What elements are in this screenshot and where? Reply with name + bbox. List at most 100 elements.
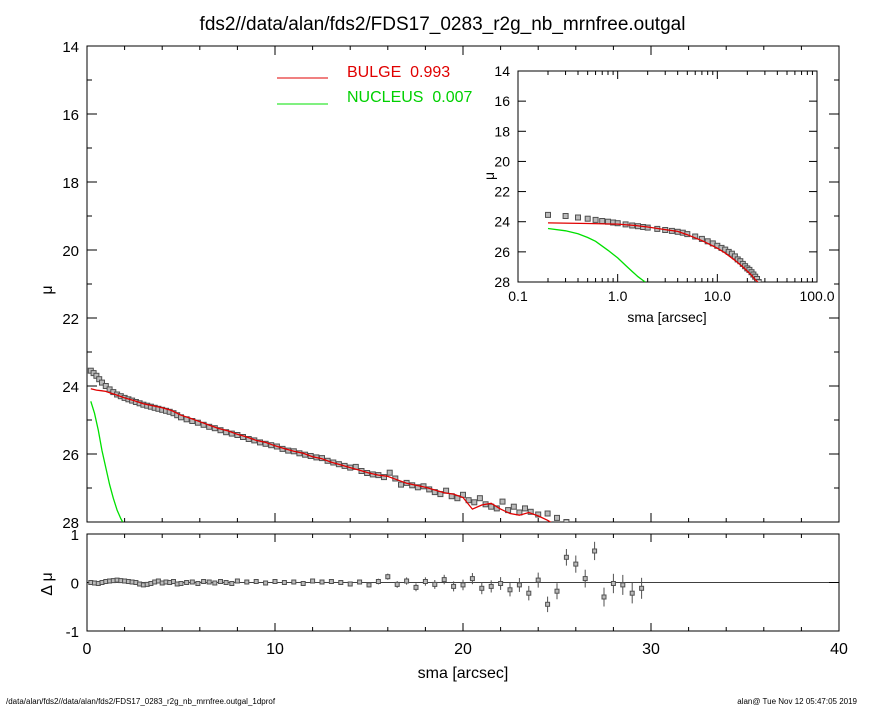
- inset-y-tick-label: 28: [494, 274, 510, 290]
- main-data-point: [471, 499, 478, 506]
- residual-data-point: [469, 576, 475, 582]
- inset-x-tick-label: 10.0: [704, 288, 731, 304]
- inset-data-point: [562, 213, 569, 219]
- main-data-point: [99, 379, 105, 386]
- residual-data-point: [573, 561, 579, 567]
- residual-data-point: [212, 580, 218, 586]
- main-data-point: [527, 508, 534, 515]
- residual-data-point: [516, 582, 522, 588]
- residual-data-point: [526, 590, 532, 596]
- residual-data-point: [620, 582, 626, 588]
- inset-data-point: [599, 218, 606, 224]
- inset-frame: [517, 70, 818, 283]
- main-y-tick-label: 28: [62, 515, 79, 532]
- residual-x-tick-label: 10: [266, 641, 284, 658]
- footer-timestamp: alan@ Tue Nov 12 05:47:05 2019: [737, 697, 857, 706]
- residual-data-point: [592, 548, 598, 554]
- residual-data-point: [488, 583, 494, 589]
- inset-y-tick-label: 16: [494, 93, 510, 109]
- main-data-point: [465, 497, 472, 504]
- main-panel: 14 16 18 20 22 24 26 28 μ: [39, 39, 840, 532]
- residual-data-point: [310, 578, 316, 584]
- residual-y-tick-label: -1: [66, 624, 79, 641]
- residual-data-point: [347, 581, 353, 587]
- inset-panel: 0.1 1.0 10.0 100.0 14 16 18 20 22 24 26 28 sma [arcs…: [481, 63, 835, 325]
- residual-x-tick-label: 30: [642, 641, 660, 658]
- residual-data-point: [441, 577, 447, 583]
- main-y-tick-label: 24: [62, 379, 79, 396]
- residual-data-point: [244, 579, 250, 585]
- residual-x-axis-label: sma [arcsec]: [418, 665, 509, 682]
- residual-data-point: [385, 574, 391, 580]
- residual-data-point: [263, 580, 269, 586]
- inset-y-tick-label: 26: [494, 244, 510, 260]
- main-y-tick-label: 20: [62, 243, 79, 260]
- residual-data-point: [479, 585, 485, 591]
- residual-data-point: [338, 580, 344, 585]
- main-y-tick-label: 18: [62, 175, 79, 192]
- residual-y-axis-label: Δ μ: [39, 572, 56, 595]
- inset-bulge-line: [547, 222, 759, 282]
- residual-data-point: [507, 587, 513, 593]
- inset-x-tick-label: 0.1: [508, 288, 528, 304]
- residual-data-point: [629, 590, 635, 596]
- residual-data-point: [234, 578, 240, 584]
- residual-data-point: [432, 581, 438, 587]
- main-data-point: [194, 419, 201, 426]
- residual-data-point: [375, 579, 381, 584]
- legend-nucleus-value: 0.007: [432, 89, 473, 106]
- main-data-point: [414, 484, 421, 491]
- residual-data-point: [554, 588, 560, 594]
- residual-data-point: [394, 581, 400, 587]
- residual-data-point: [545, 601, 551, 607]
- legend-nucleus-label: NUCLEUS: [347, 89, 424, 106]
- residual-data-point: [291, 579, 297, 585]
- legend-bulge-value: 0.993: [410, 64, 451, 81]
- legend-entry-bulge: BULGE 0.993: [347, 64, 450, 82]
- residual-data-point: [178, 581, 184, 586]
- main-data-point: [510, 503, 517, 510]
- residual-data-point: [582, 576, 588, 582]
- main-bulge-line: [90, 388, 552, 522]
- main-data-point: [563, 519, 570, 522]
- main-nucleus-line: [90, 401, 124, 522]
- residual-data-point: [206, 579, 212, 585]
- residual-data-point: [451, 583, 457, 589]
- main-data-point: [488, 503, 495, 510]
- page-title: fds2//data/alan/fds2/FDS17_0283_r2g_nb_m…: [199, 14, 686, 35]
- main-data-point: [102, 383, 109, 389]
- main-data-point: [200, 421, 207, 428]
- main-y-tick-label: 22: [62, 311, 79, 328]
- residual-data-point: [328, 579, 334, 584]
- inset-data-point: [545, 211, 551, 218]
- residual-data-point: [272, 579, 278, 584]
- main-data-point: [522, 505, 528, 512]
- inset-x-axis-label: sma [arcsec]: [627, 309, 706, 325]
- main-data-point: [499, 498, 506, 505]
- main-data-point: [223, 429, 230, 436]
- legend-bulge-label: BULGE: [347, 64, 402, 81]
- main-y-axis-label: μ: [39, 285, 56, 294]
- residual-data-point: [422, 579, 428, 584]
- residual-data-point: [189, 579, 195, 585]
- main-data-point: [386, 469, 393, 476]
- residual-data-point: [195, 581, 201, 586]
- footer-filename: /data/alan/fds2//data/alan/fds2/FDS17_02…: [6, 697, 276, 706]
- residual-data-point: [300, 581, 306, 586]
- residual-data-point: [218, 579, 223, 584]
- residual-data-point: [201, 579, 207, 584]
- main-data-point: [398, 481, 404, 488]
- residual-data-point: [366, 582, 372, 588]
- inset-y-tick-label: 18: [494, 123, 510, 139]
- main-y-tick-label: 26: [62, 447, 79, 464]
- residual-data-point: [460, 582, 466, 588]
- inset-x-tick-label: 1.0: [608, 288, 628, 304]
- residual-data-point: [223, 580, 229, 585]
- inset-data-point: [755, 279, 762, 282]
- inset-y-tick-label: 20: [494, 153, 510, 169]
- residual-data-point: [563, 554, 569, 560]
- residual-data-point: [535, 577, 541, 583]
- residual-data-point: [498, 581, 504, 586]
- inset-data-point: [575, 214, 581, 221]
